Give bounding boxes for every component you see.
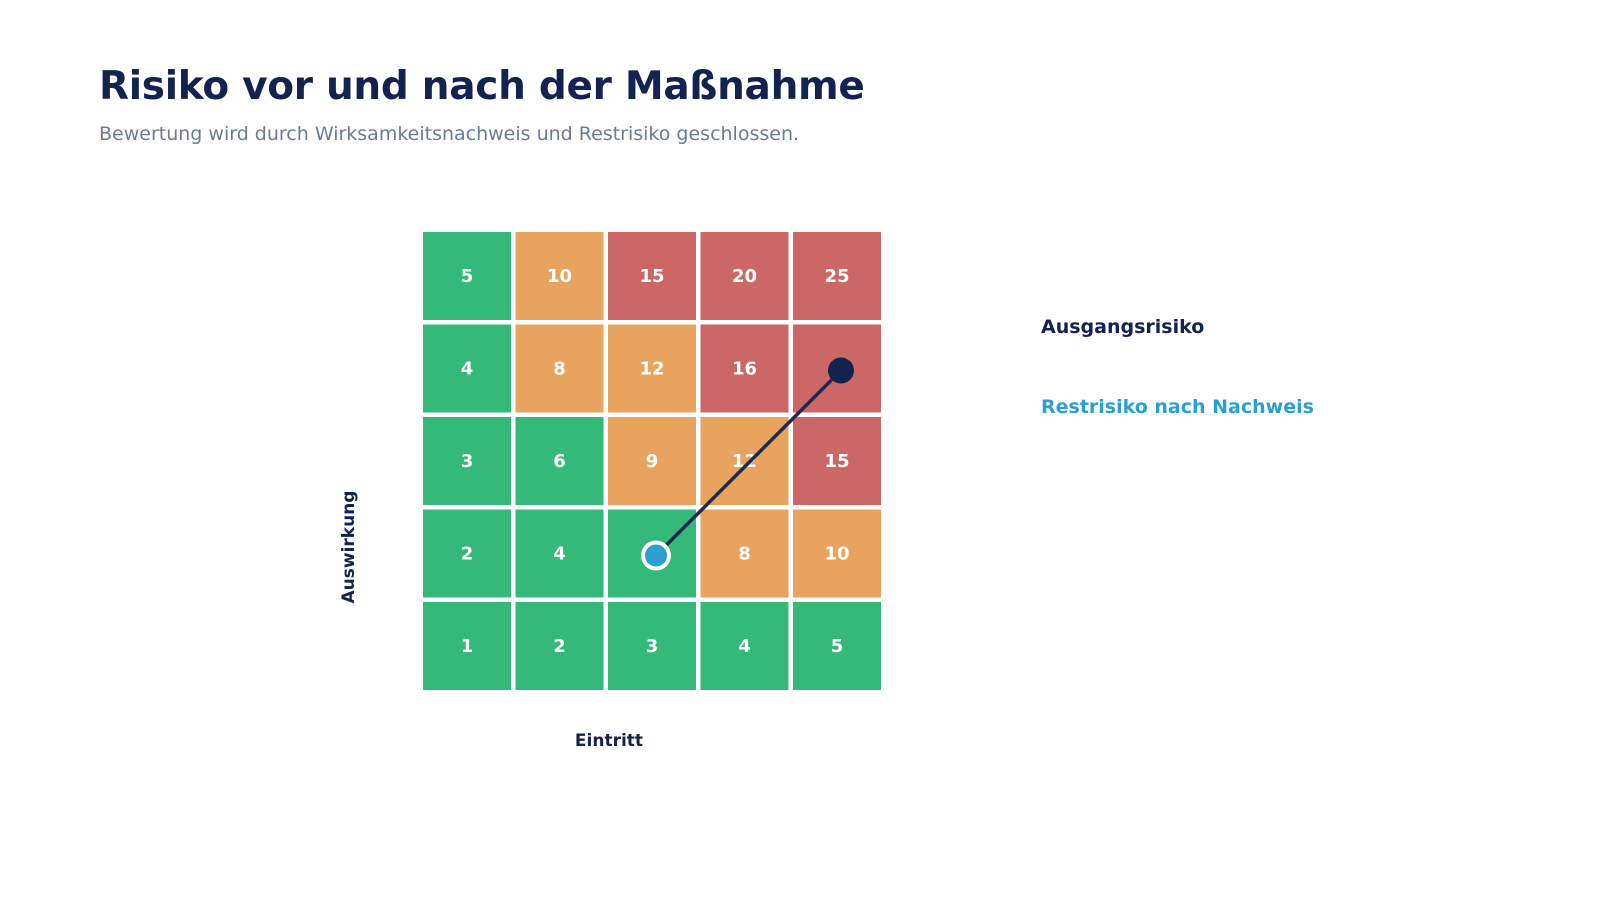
matrix-cell-label: 4 — [461, 359, 474, 380]
matrix-cell-label: 20 — [732, 266, 757, 287]
matrix-cell — [515, 232, 604, 320]
connector-layer — [654, 369, 843, 557]
matrix-cell — [608, 417, 696, 505]
matrix-cell-label: 4 — [553, 544, 566, 565]
matrix-cell-label: 1 — [461, 636, 474, 657]
legend-item-after: Restrisiko nach Nachweis — [1041, 396, 1314, 418]
matrix-cell-label: 12 — [732, 451, 757, 472]
points-layer — [641, 357, 854, 571]
matrix-cell-label: 5 — [461, 266, 474, 287]
matrix-cell — [793, 417, 881, 505]
matrix-cell-label: 4 — [738, 636, 751, 657]
matrix-cell-label: 5 — [831, 636, 844, 657]
matrix-cells: 5 10 15 20 254 8 12 163 6 9 12 152 4 8 101 2 3 4 5 — [423, 232, 881, 690]
matrix-cell — [793, 602, 881, 690]
matrix-cell-label: 10 — [547, 266, 572, 287]
matrix-cell-label: 25 — [824, 266, 849, 287]
initial-risk-point — [828, 357, 854, 384]
matrix-cell-label: 6 — [553, 451, 566, 472]
matrix-cell — [700, 509, 789, 598]
y-axis-label: Auswirkung — [339, 491, 359, 604]
matrix-cell — [793, 509, 881, 598]
page-subtitle: Bewertung wird durch Wirksamkeitsnachwei… — [99, 123, 800, 145]
risk-connector-line — [654, 369, 843, 557]
matrix-cell — [608, 324, 696, 413]
matrix-cell — [700, 232, 789, 320]
matrix-cell — [793, 232, 881, 320]
matrix-cell-label: 15 — [639, 266, 664, 287]
matrix-cell-label: 16 — [732, 359, 757, 380]
matrix-cell — [700, 417, 789, 505]
matrix-cell — [515, 417, 604, 505]
matrix-cell-label: 8 — [553, 359, 566, 380]
matrix-cell — [515, 602, 604, 690]
matrix-cell-label: 2 — [461, 544, 474, 565]
matrix-cell-label: 10 — [824, 544, 849, 565]
matrix-cell — [608, 602, 696, 690]
matrix-cell — [423, 232, 511, 320]
matrix-cell-label: 3 — [646, 636, 659, 657]
legend: Ausgangsrisiko Restrisiko nach Nachweis — [1041, 316, 1314, 418]
matrix-cell-label: 9 — [646, 451, 659, 472]
x-axis-label: Eintritt — [575, 731, 643, 751]
matrix-cell-label: 2 — [553, 636, 566, 657]
matrix-cell-label: 3 — [461, 451, 474, 472]
matrix-cell-label: 12 — [639, 359, 664, 380]
matrix-cell — [515, 324, 604, 413]
matrix-cell — [423, 324, 511, 413]
matrix-cell — [700, 602, 789, 690]
matrix-cell — [515, 509, 604, 598]
page-title: Risiko vor und nach der Maßnahme — [99, 64, 865, 109]
matrix-cell — [608, 232, 696, 320]
matrix-cell — [423, 417, 511, 505]
legend-item-before: Ausgangsrisiko — [1041, 316, 1205, 338]
matrix-cell-label: 8 — [738, 544, 751, 565]
residual-risk-point — [641, 540, 671, 571]
matrix-cell — [423, 602, 511, 690]
matrix-cell — [423, 509, 511, 598]
matrix-cell — [700, 324, 789, 413]
matrix-cell-label: 15 — [824, 451, 849, 472]
